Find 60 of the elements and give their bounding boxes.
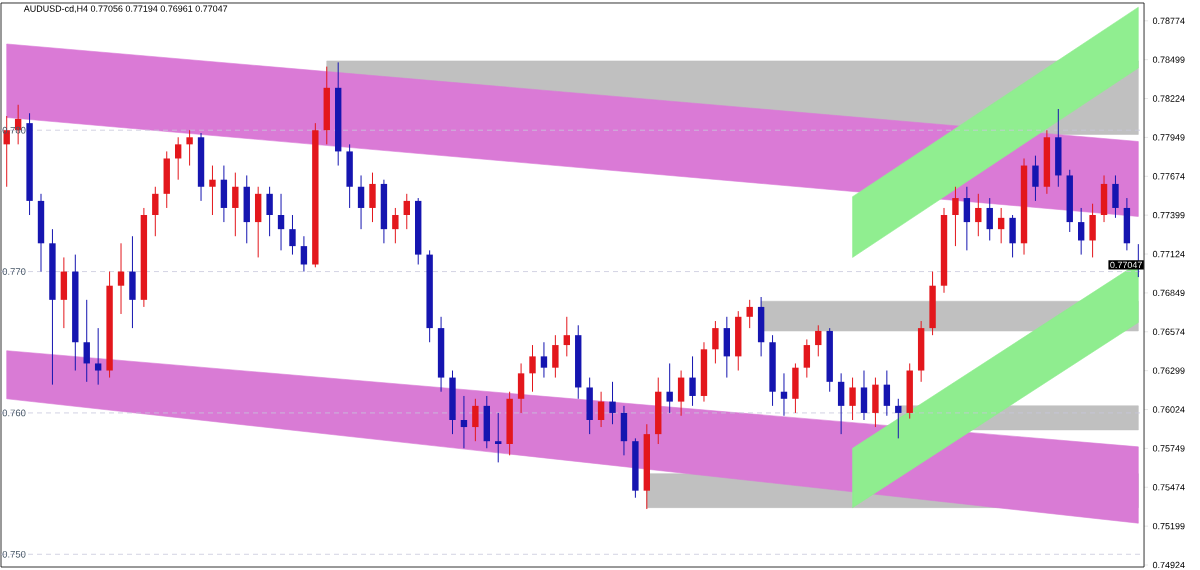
candlestick bbox=[666, 362, 673, 414]
candlestick bbox=[403, 193, 410, 230]
candlestick bbox=[552, 334, 559, 379]
candlestick bbox=[300, 235, 308, 273]
candlestick bbox=[803, 338, 811, 379]
y-tick-label: 0.78774 bbox=[1152, 17, 1185, 24]
candlestick bbox=[563, 316, 570, 357]
candlestick bbox=[266, 186, 273, 237]
candlestick bbox=[495, 412, 502, 463]
candlestick bbox=[746, 299, 753, 329]
candlestick bbox=[540, 341, 548, 379]
y-tick-label: 0.77124 bbox=[1152, 250, 1185, 258]
candlestick bbox=[174, 136, 182, 181]
y-tick-label: 0.77949 bbox=[1152, 134, 1185, 141]
candlestick bbox=[117, 242, 125, 315]
candlestick bbox=[472, 398, 479, 442]
ref-line-label: 0.750 bbox=[2, 550, 26, 558]
candlestick bbox=[597, 391, 605, 428]
candlestick bbox=[232, 172, 239, 237]
candlestick bbox=[152, 186, 159, 237]
y-tick-label: 0.77674 bbox=[1152, 173, 1185, 180]
y-tick-label: 0.75199 bbox=[1152, 522, 1185, 530]
candlestick bbox=[975, 193, 982, 237]
ref-line-label: 0.760 bbox=[2, 409, 26, 417]
candlestick bbox=[689, 355, 696, 407]
candlestick bbox=[209, 165, 216, 216]
candlestick bbox=[94, 327, 102, 386]
y-tick-label: 0.76024 bbox=[1152, 406, 1185, 413]
y-tick-label: 0.77399 bbox=[1152, 211, 1185, 219]
y-tick-label: 0.75474 bbox=[1152, 484, 1185, 491]
annotation: 0.77047 bbox=[1110, 261, 1142, 269]
y-tick-label: 0.74924 bbox=[1152, 561, 1185, 569]
candlestick bbox=[529, 344, 536, 393]
candlestick bbox=[357, 174, 365, 230]
candlestick bbox=[849, 377, 856, 421]
candlestick bbox=[895, 398, 902, 439]
candlestick bbox=[392, 207, 399, 244]
candlestick bbox=[289, 214, 296, 256]
candlestick bbox=[712, 320, 719, 364]
y-tick-label: 0.76849 bbox=[1152, 289, 1185, 297]
y-tick-label: 0.76299 bbox=[1152, 367, 1185, 374]
candlestick bbox=[952, 186, 959, 247]
candlestick bbox=[186, 129, 193, 167]
candlestick bbox=[815, 324, 822, 357]
y-tick-label: 0.78499 bbox=[1152, 56, 1185, 63]
candlestick bbox=[1032, 155, 1039, 202]
candlestick bbox=[780, 372, 788, 417]
y-tick-label: 0.75749 bbox=[1152, 445, 1185, 452]
candlestick bbox=[609, 381, 616, 425]
candlestick bbox=[460, 395, 468, 449]
y-tick-label: 0.76574 bbox=[1152, 328, 1185, 335]
chart-title: AUDUSD-cd,H4 0.77056 0.77194 0.76961 0.77047 bbox=[23, 5, 228, 13]
candlestick bbox=[277, 193, 285, 251]
candlestick bbox=[1077, 207, 1085, 256]
ref-line-label: 0.770 bbox=[2, 268, 26, 275]
candlestick bbox=[883, 370, 891, 417]
y-tick-label: 0.78224 bbox=[1152, 95, 1185, 102]
candlestick bbox=[83, 299, 90, 383]
candlestick bbox=[997, 207, 1005, 244]
candlestick bbox=[986, 197, 993, 241]
